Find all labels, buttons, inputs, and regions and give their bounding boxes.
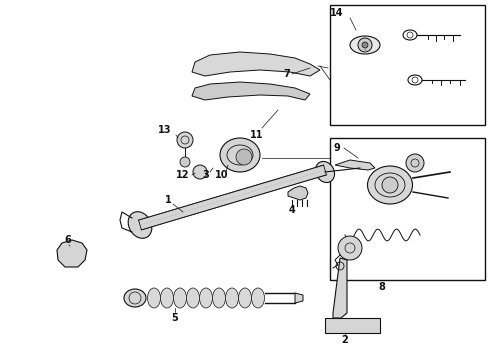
Ellipse shape: [316, 162, 335, 183]
Polygon shape: [325, 318, 380, 333]
Text: 13: 13: [158, 125, 172, 135]
Polygon shape: [288, 186, 308, 200]
Ellipse shape: [368, 166, 413, 204]
Circle shape: [362, 42, 368, 48]
Ellipse shape: [161, 288, 173, 308]
Ellipse shape: [199, 288, 213, 308]
Text: 4: 4: [289, 205, 295, 215]
Text: 8: 8: [379, 282, 386, 292]
Text: 14: 14: [330, 8, 344, 18]
Ellipse shape: [350, 36, 380, 54]
Circle shape: [193, 165, 207, 179]
Circle shape: [177, 132, 193, 148]
Circle shape: [382, 177, 398, 193]
Polygon shape: [335, 160, 375, 170]
Ellipse shape: [187, 288, 199, 308]
Ellipse shape: [239, 288, 251, 308]
Ellipse shape: [64, 246, 80, 264]
Text: 1: 1: [165, 195, 172, 205]
Ellipse shape: [173, 288, 187, 308]
Polygon shape: [333, 258, 347, 318]
Ellipse shape: [213, 288, 225, 308]
Circle shape: [358, 38, 372, 52]
Polygon shape: [295, 293, 303, 303]
Circle shape: [406, 154, 424, 172]
Ellipse shape: [225, 288, 239, 308]
Bar: [330, 138, 485, 280]
Ellipse shape: [147, 288, 161, 308]
Text: 3: 3: [203, 170, 209, 180]
Polygon shape: [192, 52, 320, 76]
Circle shape: [180, 157, 190, 167]
Polygon shape: [192, 82, 310, 100]
Circle shape: [236, 149, 252, 165]
Bar: [330, 5, 485, 125]
Ellipse shape: [124, 289, 146, 307]
Ellipse shape: [128, 212, 152, 238]
Text: 12: 12: [176, 170, 190, 180]
Text: 6: 6: [65, 235, 72, 245]
Text: 11: 11: [250, 130, 264, 140]
Text: 7: 7: [284, 69, 291, 79]
Text: 9: 9: [334, 143, 341, 153]
Text: 2: 2: [342, 335, 348, 345]
Ellipse shape: [251, 288, 265, 308]
Circle shape: [338, 236, 362, 260]
Text: 5: 5: [172, 313, 178, 323]
Ellipse shape: [220, 138, 260, 172]
Text: 10: 10: [215, 170, 229, 180]
Polygon shape: [57, 240, 87, 267]
Polygon shape: [139, 165, 326, 230]
